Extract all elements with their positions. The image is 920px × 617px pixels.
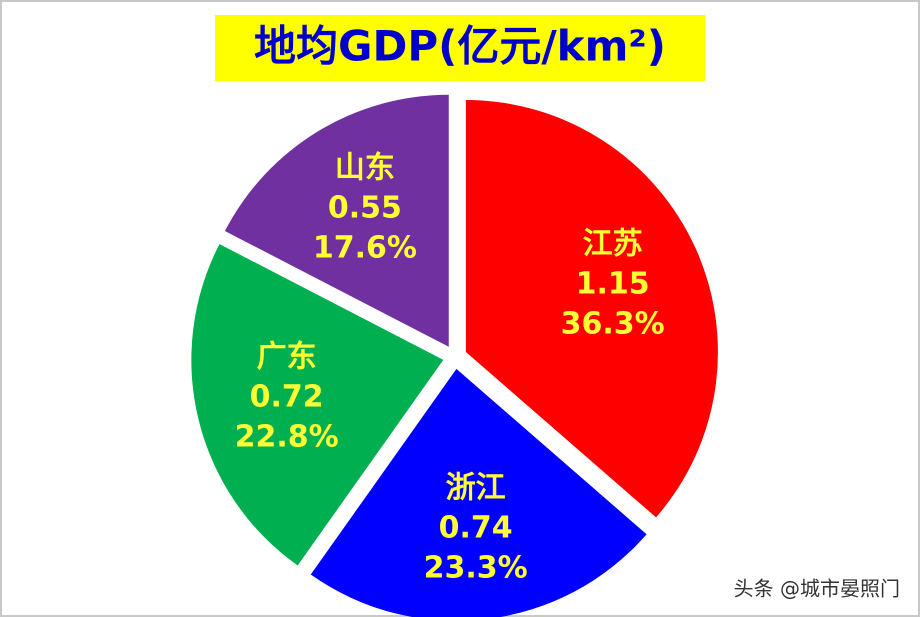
title-box: [215, 15, 705, 81]
slice-name: 山东: [335, 150, 395, 185]
slice-percent: 36.3%: [561, 307, 665, 342]
pie-slice: [310, 368, 647, 617]
slice-percent: 22.8%: [235, 419, 339, 454]
slice-percent: 17.6%: [313, 230, 417, 265]
slice-name: 江苏: [583, 227, 643, 262]
watermark: 头条 @城市晏照门: [734, 577, 900, 601]
slice-value: 0.55: [328, 190, 402, 225]
labels: 江苏 1.15 36.3% 浙江 0.74 23.3% 广东 0.72 22.8% 山东 0.55 1…: [235, 150, 665, 585]
slice-value: 0.74: [439, 511, 513, 546]
pie-slice: [465, 100, 718, 518]
pie-slice: [224, 94, 449, 347]
pie: [191, 94, 718, 617]
slice-percent: 23.3%: [424, 551, 528, 586]
slice-value: 0.72: [250, 379, 324, 414]
slice-value: 1.15: [576, 267, 650, 302]
slice-name: 广东: [257, 339, 317, 374]
slice-name: 浙江: [446, 471, 506, 506]
chart-title: 地均GDP(亿元/km²): [254, 22, 666, 71]
pie-slice: [191, 244, 444, 566]
